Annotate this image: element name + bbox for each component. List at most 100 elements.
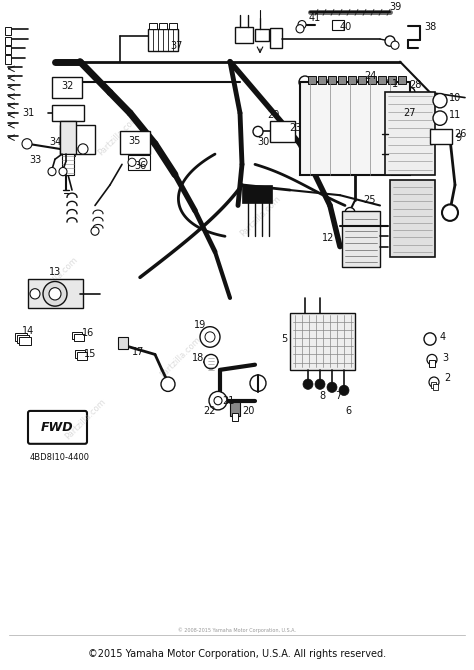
Text: 39: 39 [389,2,401,12]
Circle shape [205,332,215,342]
Circle shape [345,208,355,218]
Bar [60,121,76,154]
Text: Partzilla.com: Partzilla.com [319,88,364,133]
Circle shape [395,87,405,98]
Circle shape [391,41,399,50]
Bar [378,76,386,84]
Bar [255,29,269,41]
Text: Partzilla.com: Partzilla.com [35,255,79,299]
Bar [19,337,31,345]
Circle shape [250,375,266,391]
Circle shape [299,76,311,88]
Text: 7: 7 [335,391,341,401]
Bar [232,413,238,421]
Bar [15,333,27,341]
Circle shape [433,94,447,108]
Bar [433,384,438,391]
Circle shape [30,289,40,299]
Bar [149,23,157,29]
Bar [318,76,326,84]
Circle shape [128,158,136,166]
Text: 14: 14 [22,326,34,336]
Bar [148,29,178,52]
Text: 28: 28 [409,80,421,90]
Text: ©2015 Yamaha Motor Corporation, U.S.A. All rights reserved.: ©2015 Yamaha Motor Corporation, U.S.A. A… [88,649,386,659]
Text: 4BD8I10-4400: 4BD8I10-4400 [30,453,90,462]
Text: 27: 27 [404,108,416,118]
Circle shape [303,379,313,389]
Circle shape [59,168,67,176]
Circle shape [200,327,220,347]
Bar [52,105,84,121]
Circle shape [161,377,175,391]
Bar [169,23,177,29]
Bar [159,23,167,29]
Bar [17,335,29,343]
Bar [398,76,406,84]
Bar [358,76,366,84]
Bar [368,76,376,84]
FancyBboxPatch shape [28,411,87,444]
Circle shape [339,385,349,395]
Circle shape [429,377,439,387]
Bar [290,314,355,370]
Bar [242,185,272,204]
Circle shape [43,281,67,306]
Circle shape [48,168,56,176]
Text: 30: 30 [257,137,269,147]
Bar [342,210,380,267]
Text: Partzilla.com: Partzilla.com [63,397,108,442]
Text: FWD: FWD [41,421,73,434]
Text: 10: 10 [449,92,461,103]
Bar [230,402,240,416]
Bar [128,155,150,170]
Bar [28,279,83,308]
Bar [5,27,11,35]
Circle shape [395,108,405,118]
Bar [77,352,87,360]
Circle shape [433,111,447,125]
Text: 5: 5 [281,334,287,344]
Circle shape [315,379,325,389]
Text: 13: 13 [49,267,61,277]
Text: 36: 36 [134,161,146,172]
Text: 24: 24 [364,71,376,81]
Text: 20: 20 [242,406,254,416]
Circle shape [22,139,32,149]
Text: 21: 21 [222,396,234,405]
Circle shape [442,204,458,221]
Text: 17: 17 [132,347,144,357]
Text: 38: 38 [424,21,436,31]
Circle shape [327,382,337,393]
Circle shape [253,127,263,137]
Bar [431,382,436,389]
Bar [62,154,74,175]
Bar [338,76,346,84]
Bar [348,76,356,84]
Text: 34: 34 [49,137,61,147]
Bar [308,76,316,84]
Text: 23: 23 [289,123,301,133]
Text: 18: 18 [192,352,204,362]
Bar [388,76,396,84]
Circle shape [204,354,218,368]
Circle shape [91,227,99,235]
Text: 32: 32 [62,81,74,91]
Text: Partzilla.com: Partzilla.com [238,194,283,238]
Bar [75,350,85,358]
Bar [120,131,150,154]
Bar [72,332,82,339]
Text: 40: 40 [340,21,352,31]
Circle shape [139,158,147,166]
Bar [235,27,253,43]
Bar [5,56,11,64]
Bar [430,129,452,144]
Text: 33: 33 [29,155,41,165]
Bar [60,125,95,154]
Text: 12: 12 [322,233,334,243]
Circle shape [375,87,385,98]
Circle shape [300,100,310,111]
Circle shape [214,397,222,405]
Circle shape [67,144,77,154]
Circle shape [427,354,437,364]
